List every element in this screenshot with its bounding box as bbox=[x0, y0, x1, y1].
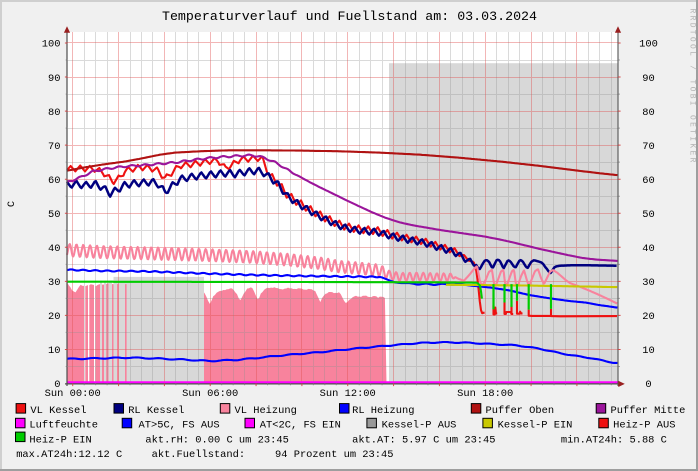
svg-text:Puffer Oben: Puffer Oben bbox=[486, 405, 555, 417]
svg-text:Temperaturverlauf und Fuellsta: Temperaturverlauf und Fuellstand am: 03.… bbox=[162, 9, 537, 24]
svg-text:VL Kessel: VL Kessel bbox=[30, 405, 86, 417]
svg-text:Sun 00:00: Sun 00:00 bbox=[45, 388, 101, 400]
svg-text:Heiz-P EIN: Heiz-P EIN bbox=[29, 434, 91, 446]
svg-text:40: 40 bbox=[642, 243, 654, 255]
svg-text:20: 20 bbox=[48, 311, 60, 323]
svg-text:90: 90 bbox=[48, 73, 60, 85]
svg-text:akt.AT: 5.97 C um 23:45: akt.AT: 5.97 C um 23:45 bbox=[352, 434, 495, 446]
svg-text:C: C bbox=[6, 201, 18, 207]
svg-text:60: 60 bbox=[48, 175, 60, 187]
svg-text:Sun 06:00: Sun 06:00 bbox=[182, 388, 238, 400]
svg-text:Kessel-P EIN: Kessel-P EIN bbox=[498, 420, 573, 432]
svg-text:Sun 18:00: Sun 18:00 bbox=[457, 388, 513, 400]
svg-text:RL Kessel: RL Kessel bbox=[128, 405, 184, 417]
svg-text:RL Heizung: RL Heizung bbox=[352, 405, 414, 417]
svg-text:akt.rH: 0.00 C um 23:45: akt.rH: 0.00 C um 23:45 bbox=[145, 434, 288, 446]
svg-text:90: 90 bbox=[642, 73, 654, 85]
svg-text:10: 10 bbox=[48, 345, 60, 357]
svg-text:20: 20 bbox=[642, 311, 654, 323]
svg-text:max.AT24h:12.12 C: max.AT24h:12.12 C bbox=[16, 449, 122, 461]
svg-text:50: 50 bbox=[48, 209, 60, 221]
svg-text:100: 100 bbox=[639, 39, 658, 51]
svg-text:AT>5C, FS AUS: AT>5C, FS AUS bbox=[139, 420, 220, 432]
svg-text:AT<2C, FS EIN: AT<2C, FS EIN bbox=[260, 420, 341, 432]
svg-text:akt.Fuellstand:: akt.Fuellstand: bbox=[152, 449, 246, 461]
svg-text:0: 0 bbox=[54, 379, 60, 391]
svg-text:VL Heizung: VL Heizung bbox=[235, 405, 297, 417]
svg-text:Kessel-P AUS: Kessel-P AUS bbox=[382, 420, 457, 432]
svg-text:40: 40 bbox=[48, 243, 60, 255]
svg-text:60: 60 bbox=[642, 175, 654, 187]
svg-text:Luftfeuchte: Luftfeuchte bbox=[29, 420, 98, 432]
svg-text:Sun 12:00: Sun 12:00 bbox=[320, 388, 376, 400]
svg-text:100: 100 bbox=[42, 39, 61, 51]
svg-text:RRDTOOL / TOBI OETIKER: RRDTOOL / TOBI OETIKER bbox=[688, 9, 697, 165]
svg-text:30: 30 bbox=[642, 277, 654, 289]
svg-text:80: 80 bbox=[48, 107, 60, 119]
svg-text:70: 70 bbox=[642, 141, 654, 153]
svg-text:50: 50 bbox=[642, 209, 654, 221]
svg-text:30: 30 bbox=[48, 277, 60, 289]
svg-text:min.AT24h: 5.88 C: min.AT24h: 5.88 C bbox=[561, 434, 667, 446]
svg-text:70: 70 bbox=[48, 141, 60, 153]
svg-text:Puffer Mitte: Puffer Mitte bbox=[611, 405, 686, 417]
svg-text:10: 10 bbox=[642, 345, 654, 357]
svg-text:94 Prozent um 23:45: 94 Prozent um 23:45 bbox=[275, 449, 393, 461]
svg-text:Heiz-P AUS: Heiz-P AUS bbox=[613, 420, 675, 432]
svg-text:80: 80 bbox=[642, 107, 654, 119]
svg-text:0: 0 bbox=[645, 379, 651, 391]
